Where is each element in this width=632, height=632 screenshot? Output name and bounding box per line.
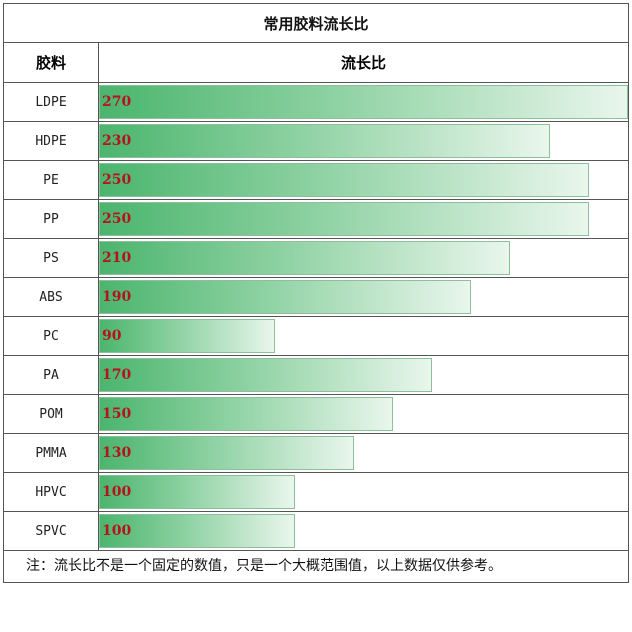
category-label: PC [4, 317, 99, 355]
bar-cell: 210 [99, 239, 628, 277]
category-label: LDPE [4, 83, 99, 121]
bar-cell: 170 [99, 356, 628, 394]
table-row: SPVC 100 [4, 512, 628, 551]
category-label: HPVC [4, 473, 99, 511]
data-label: 230 [102, 133, 132, 149]
bar-cell: 100 [99, 473, 628, 511]
category-label: PS [4, 239, 99, 277]
footnote: 注：流长比不是一个固定的数值，只是一个大概范围值，以上数据仅供参考。 [26, 558, 502, 574]
data-label: 250 [102, 172, 132, 188]
bar-cell: 250 [99, 200, 628, 238]
table-row: PC 90 [4, 317, 628, 356]
bar [99, 85, 628, 119]
table-row: HDPE 230 [4, 122, 628, 161]
bar-cell: 150 [99, 395, 628, 433]
bar [99, 163, 589, 197]
table-row: PP 250 [4, 200, 628, 239]
table-row: PS 210 [4, 239, 628, 278]
category-label: POM [4, 395, 99, 433]
data-label: 250 [102, 211, 132, 227]
bar [99, 514, 295, 548]
bar-cell: 190 [99, 278, 628, 316]
bar-cell: 100 [99, 512, 628, 550]
category-label: ABS [4, 278, 99, 316]
data-label: 190 [102, 289, 132, 305]
header-row: 胶料 流长比 [4, 43, 628, 83]
table-row: LDPE 270 [4, 83, 628, 122]
data-label: 150 [102, 406, 132, 422]
data-label: 100 [102, 523, 132, 539]
data-label: 270 [102, 94, 132, 110]
bar [99, 202, 589, 236]
bar [99, 280, 471, 314]
table-title: 常用胶料流长比 [4, 4, 628, 43]
bar [99, 241, 510, 275]
data-label: 170 [102, 367, 132, 383]
bar-cell: 250 [99, 161, 628, 199]
bar [99, 358, 432, 392]
table-row: PA 170 [4, 356, 628, 395]
column-header-ratio: 流长比 [340, 54, 386, 72]
category-label: PP [4, 200, 99, 238]
bar [99, 124, 550, 158]
column-header-material: 胶料 [4, 43, 99, 82]
bar-cell: 90 [99, 317, 628, 355]
table-row: POM 150 [4, 395, 628, 434]
table-row: HPVC 100 [4, 473, 628, 512]
bar-cell: 270 [99, 83, 628, 121]
data-label: 210 [102, 250, 132, 266]
bar [99, 436, 354, 470]
data-label: 130 [102, 445, 132, 461]
category-label: SPVC [4, 512, 99, 550]
bar [99, 475, 295, 509]
category-label: PE [4, 161, 99, 199]
table-row: PMMA 130 [4, 434, 628, 473]
category-label: PMMA [4, 434, 99, 472]
table-row: PE 250 [4, 161, 628, 200]
bar-cell: 230 [99, 122, 628, 160]
data-label: 100 [102, 484, 132, 500]
bar-cell: 130 [99, 434, 628, 472]
bar [99, 397, 393, 431]
ratio-table: 常用胶料流长比 胶料 流长比 LDPE 270 HDPE 230 PE 250 PP 250 P… [3, 3, 629, 583]
data-label: 90 [102, 328, 122, 344]
category-label: PA [4, 356, 99, 394]
category-label: HDPE [4, 122, 99, 160]
bar [99, 319, 275, 353]
table-row: ABS 190 [4, 278, 628, 317]
